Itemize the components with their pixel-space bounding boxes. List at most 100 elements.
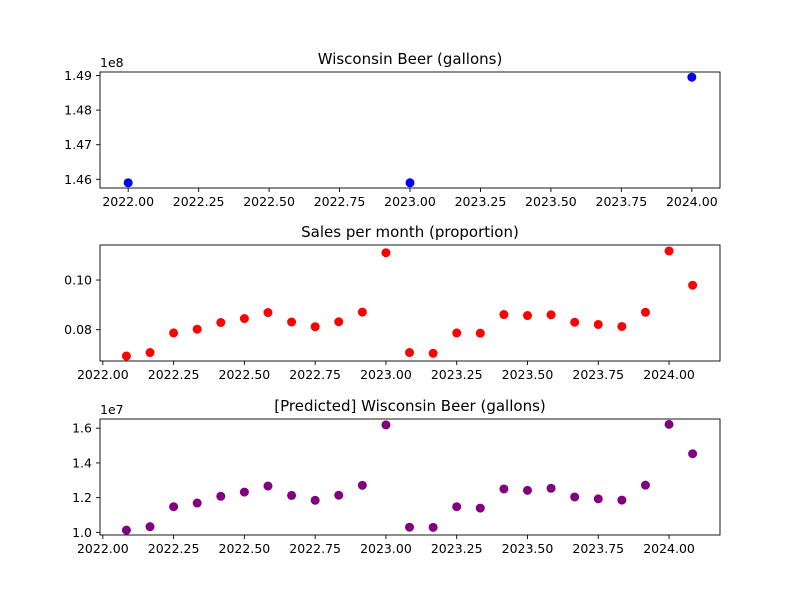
data-point [357, 307, 367, 317]
y-tick-label: 0.08 [64, 322, 92, 337]
x-tick-label: 2022.25 [173, 194, 225, 209]
data-point [169, 502, 179, 512]
data-point [121, 351, 131, 361]
data-point [405, 348, 415, 358]
data-point [546, 310, 556, 320]
x-tick-label: 2022.25 [148, 541, 200, 556]
x-tick-label: 2022.50 [219, 367, 271, 382]
x-tick-label: 2022.00 [77, 367, 129, 382]
data-point [687, 72, 697, 82]
data-point [287, 490, 297, 500]
data-point [664, 419, 674, 429]
x-tick-label: 2023.50 [502, 367, 554, 382]
subplot-2: Sales per month (proportion) 2022.00 2022.… [64, 223, 721, 382]
subplot-title: [Predicted] Wisconsin Beer (gallons) [274, 397, 546, 415]
subplot-3: [Predicted] Wisconsin Beer (gallons) 1e7 2… [72, 397, 721, 556]
data-point [310, 322, 320, 332]
y-tick-label: 1.2 [72, 490, 92, 505]
data-point [310, 495, 320, 505]
data-point [239, 314, 249, 324]
y-tick-label: 1.49 [64, 68, 92, 83]
data-point [405, 178, 415, 188]
data-point [145, 348, 155, 358]
y-tick-label: 1.6 [72, 421, 92, 436]
axes-frame [99, 418, 721, 536]
y-tick-label: 0.10 [64, 273, 92, 288]
x-tick-label: 2024.00 [666, 194, 718, 209]
x-tick-label: 2023.25 [431, 367, 483, 382]
data-point [121, 525, 131, 535]
x-tick-label: 2023.75 [596, 194, 648, 209]
data-point [169, 328, 179, 338]
x-tick-label: 2023.00 [360, 541, 412, 556]
data-point [640, 307, 650, 317]
data-point [499, 484, 509, 494]
data-point [357, 480, 367, 490]
y-tick-label: 1.47 [64, 137, 92, 152]
x-tick-label: 2022.50 [243, 194, 295, 209]
subplot-1: Wisconsin Beer (gallons) 1e8 2022.00 2022.2… [64, 50, 721, 209]
data-point [239, 487, 249, 497]
data-point [216, 491, 226, 501]
x-tick-label: 2024.00 [643, 541, 695, 556]
data-point [499, 310, 509, 320]
data-point [546, 483, 556, 493]
x-tick-label: 2022.00 [77, 541, 129, 556]
data-point [570, 317, 580, 327]
data-point [570, 492, 580, 502]
data-point [216, 318, 226, 327]
data-point [123, 178, 133, 188]
x-tick-label: 2024.00 [643, 367, 695, 382]
data-point [452, 502, 462, 512]
data-point [522, 485, 532, 495]
data-point [428, 522, 438, 532]
data-point [688, 280, 698, 290]
x-tick-label: 2022.50 [219, 541, 271, 556]
data-point [192, 498, 202, 508]
x-tick-label: 2022.25 [148, 367, 200, 382]
x-tick-label: 2023.50 [525, 194, 577, 209]
data-point [593, 319, 603, 329]
x-tick-label: 2022.75 [289, 367, 341, 382]
y-tick-label: 1.46 [64, 172, 92, 187]
subplot-title: Wisconsin Beer (gallons) [318, 50, 503, 68]
data-point [381, 420, 391, 430]
y-offset-label: 1e8 [100, 55, 124, 70]
y-tick-label: 1.0 [72, 525, 92, 540]
x-tick-label: 2023.25 [455, 194, 507, 209]
data-point [192, 324, 202, 334]
data-point [263, 308, 273, 318]
x-tick-label: 2023.50 [502, 541, 554, 556]
data-point [593, 494, 603, 504]
data-point [664, 246, 674, 256]
data-point [452, 328, 462, 338]
data-point [145, 522, 155, 532]
x-tick-label: 2022.75 [289, 541, 341, 556]
y-tick-label: 1.48 [64, 103, 92, 118]
data-point [334, 490, 344, 500]
data-point [475, 503, 485, 513]
data-point [617, 495, 627, 505]
axes-frame [99, 244, 721, 362]
y-offset-label: 1e7 [100, 402, 124, 417]
data-point [334, 317, 344, 327]
data-point [381, 248, 391, 258]
x-tick-label: 2022.00 [102, 194, 154, 209]
data-point [475, 328, 485, 338]
y-tick-label: 1.4 [72, 455, 92, 470]
x-tick-label: 2023.75 [572, 367, 624, 382]
data-point [405, 522, 415, 532]
data-point [688, 449, 698, 459]
data-point [640, 480, 650, 490]
data-point [428, 348, 438, 358]
x-tick-label: 2023.00 [384, 194, 436, 209]
x-tick-label: 2022.75 [314, 194, 366, 209]
data-point [617, 321, 627, 331]
subplot-title: Sales per month (proportion) [301, 223, 519, 241]
data-point [522, 311, 532, 321]
x-tick-label: 2023.75 [572, 541, 624, 556]
data-point [263, 481, 273, 491]
axes-frame [99, 71, 721, 189]
x-tick-label: 2023.25 [431, 541, 483, 556]
